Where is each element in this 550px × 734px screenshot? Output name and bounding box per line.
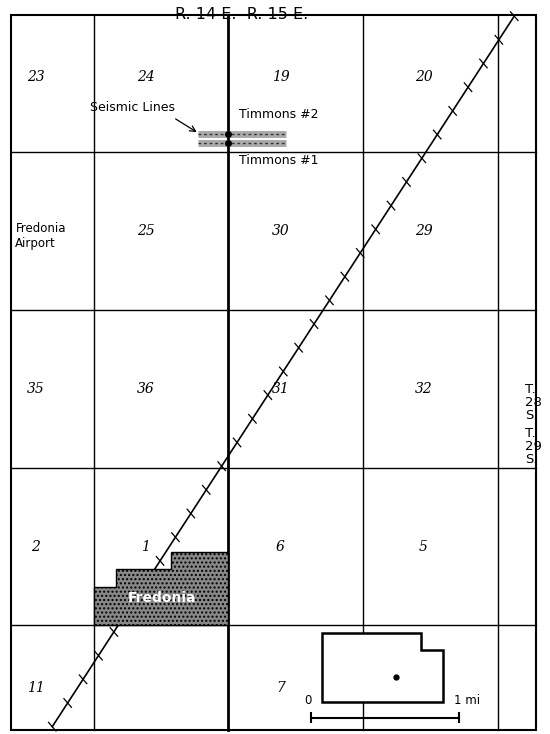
Text: Fredonia
Airport: Fredonia Airport [15,222,66,250]
Text: 35: 35 [27,382,45,396]
Text: 20: 20 [415,70,432,84]
Text: R. 14 E.  R. 15 E.: R. 14 E. R. 15 E. [175,7,309,22]
Text: 1: 1 [141,539,150,554]
Text: 7: 7 [276,680,285,695]
Text: S.: S. [525,409,538,422]
Text: 24: 24 [137,70,155,84]
Text: T.: T. [525,426,536,440]
Text: 36: 36 [137,382,155,396]
Text: 2: 2 [31,539,40,554]
Polygon shape [94,552,228,625]
Text: S.: S. [525,453,538,466]
Text: Seismic Lines: Seismic Lines [90,101,174,114]
Text: 31: 31 [272,382,289,396]
Text: 11: 11 [27,680,45,695]
Text: 25: 25 [137,224,155,239]
Text: 1 mi: 1 mi [454,694,481,707]
Polygon shape [322,633,443,702]
Text: 29: 29 [415,224,432,239]
Text: Fredonia: Fredonia [128,591,196,606]
Text: 23: 23 [27,70,45,84]
Text: 5: 5 [419,539,428,554]
Text: Timmons #2: Timmons #2 [239,108,319,121]
Text: 6: 6 [276,539,285,554]
Text: Timmons #1: Timmons #1 [239,154,319,167]
Text: 19: 19 [272,70,289,84]
Text: 0: 0 [304,694,312,707]
Text: T.: T. [525,382,536,396]
Text: 32: 32 [415,382,432,396]
Text: 28: 28 [525,396,542,409]
Text: 30: 30 [272,224,289,239]
Text: 29: 29 [525,440,542,453]
